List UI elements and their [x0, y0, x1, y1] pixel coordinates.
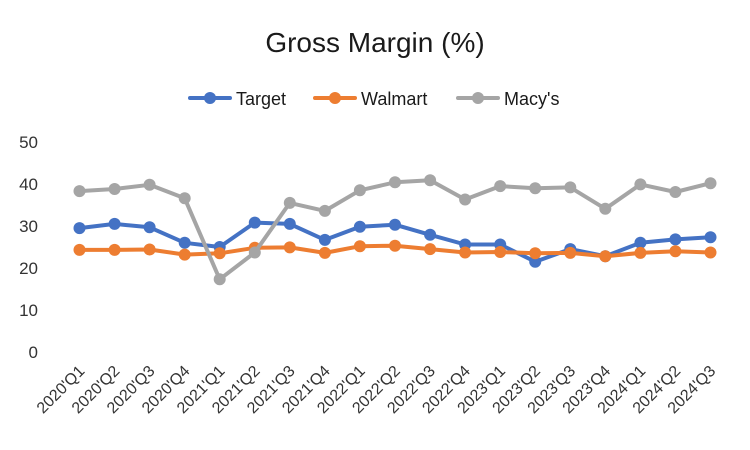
- data-point-walmart: [669, 245, 682, 258]
- chart-title: Gross Margin (%): [265, 27, 484, 58]
- y-tick-label: 50: [19, 133, 38, 152]
- data-point-walmart: [178, 248, 191, 261]
- data-point-macy-s: [529, 182, 542, 195]
- data-point-macy-s: [564, 181, 577, 194]
- y-tick-label: 10: [19, 301, 38, 320]
- data-point-walmart: [283, 241, 296, 254]
- data-point-target: [529, 255, 542, 268]
- data-point-macy-s: [459, 193, 472, 206]
- data-point-walmart: [73, 243, 86, 256]
- data-point-walmart: [108, 243, 121, 256]
- legend-label-target: Target: [236, 89, 286, 109]
- data-point-target: [389, 218, 401, 231]
- data-point-macy-s: [318, 204, 331, 217]
- data-point-walmart: [353, 240, 366, 253]
- legend-marker-walmart: [329, 92, 341, 104]
- data-point-target: [248, 216, 261, 229]
- data-point-walmart: [704, 246, 717, 259]
- data-point-macy-s: [108, 183, 121, 195]
- data-point-target: [669, 233, 682, 246]
- plot-area: [73, 174, 717, 286]
- series-macy-s: [73, 174, 717, 286]
- y-tick-label: 20: [19, 259, 38, 278]
- legend-item-macys: Macy's: [456, 89, 559, 109]
- data-point-walmart: [494, 246, 507, 258]
- data-point-macy-s: [353, 184, 366, 197]
- legend-marker-macys: [472, 92, 484, 104]
- data-point-macy-s: [494, 180, 507, 193]
- data-point-target: [73, 222, 86, 235]
- data-point-walmart: [599, 250, 612, 263]
- data-point-target: [143, 221, 156, 234]
- x-axis: 2020'Q12020'Q22020'Q32020'Q42021'Q12021'…: [34, 363, 719, 418]
- data-point-walmart: [634, 246, 647, 259]
- data-point-target: [704, 231, 717, 244]
- data-point-macy-s: [283, 196, 296, 209]
- data-point-macy-s: [704, 177, 717, 190]
- legend-marker-target: [204, 92, 216, 104]
- data-point-target: [178, 236, 191, 249]
- data-point-walmart: [529, 247, 542, 260]
- data-point-macy-s: [213, 273, 226, 286]
- legend-item-target: Target: [188, 89, 286, 109]
- data-point-macy-s: [669, 186, 682, 198]
- data-point-walmart: [424, 243, 437, 256]
- data-point-target: [353, 220, 366, 233]
- data-point-walmart: [564, 246, 577, 259]
- data-point-macy-s: [73, 185, 86, 198]
- legend-item-walmart: Walmart: [313, 89, 427, 109]
- data-point-macy-s: [143, 178, 156, 191]
- data-point-target: [318, 233, 331, 246]
- data-point-target: [108, 217, 121, 230]
- data-point-target: [424, 228, 437, 241]
- data-point-target: [283, 217, 296, 230]
- data-point-macy-s: [424, 174, 437, 187]
- y-tick-label: 30: [19, 217, 38, 236]
- y-tick-label: 40: [19, 175, 38, 194]
- data-point-walmart: [318, 246, 331, 259]
- data-point-walmart: [143, 243, 156, 256]
- data-point-macy-s: [248, 246, 261, 259]
- legend-label-walmart: Walmart: [361, 89, 427, 109]
- y-tick-label: 0: [29, 343, 38, 362]
- legend-label-macys: Macy's: [504, 89, 559, 109]
- data-point-walmart: [213, 247, 226, 260]
- data-point-macy-s: [599, 202, 612, 215]
- data-point-macy-s: [389, 176, 401, 189]
- data-point-macy-s: [178, 192, 191, 205]
- data-point-walmart: [389, 239, 401, 252]
- y-axis: 0 10 20 30 40 50: [19, 133, 38, 362]
- legend: Target Walmart Macy's: [188, 89, 559, 109]
- data-point-macy-s: [634, 178, 647, 191]
- data-point-target: [634, 236, 647, 249]
- data-point-walmart: [459, 246, 472, 259]
